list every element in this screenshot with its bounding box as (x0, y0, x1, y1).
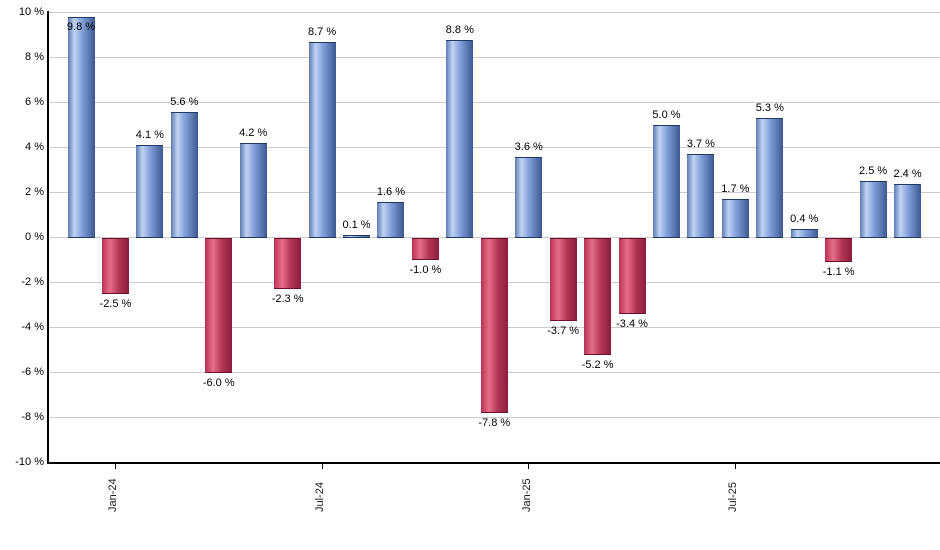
bar-6-positive (239, 143, 267, 238)
bar-value-label: 5.3 % (755, 102, 784, 115)
bar-15-negative (549, 237, 577, 321)
y-axis-label--6pct: -6 % (21, 366, 44, 378)
bar-9-positive (343, 235, 371, 238)
bar-value-label: 3.7 % (686, 138, 715, 151)
x-axis-line (47, 461, 940, 464)
bar-5-negative (205, 237, 233, 373)
bar-10-positive (377, 201, 405, 238)
bar-12-positive (446, 39, 474, 238)
y-axis-label-2pct: 2 % (25, 186, 44, 198)
gridline-8pct (48, 57, 940, 58)
gridline-10pct (48, 12, 940, 13)
bar-13-negative (480, 237, 508, 413)
bar-3-positive (136, 145, 164, 238)
y-axis-label-10pct: 10 % (18, 6, 44, 18)
bar-value-label: 8.7 % (308, 25, 337, 38)
bar-21-positive (756, 118, 784, 238)
gridline-2pct (48, 192, 940, 193)
bar-value-label: 8.8 % (445, 23, 474, 36)
bar-value-label: -3.7 % (547, 324, 580, 337)
y-axis-label-6pct: 6 % (25, 96, 44, 108)
x-axis-tick-label: Jan-24 (107, 477, 120, 512)
y-axis-label-0pct: 0 % (25, 231, 44, 243)
bar-value-label: 5.0 % (652, 109, 681, 121)
bar-18-positive (652, 125, 680, 238)
bar-value-label: -5.2 % (581, 358, 614, 371)
bar-value-label: 2.4 % (893, 167, 922, 180)
x-axis-tick-label: Jul-25 (727, 481, 740, 512)
bar-19-positive (687, 154, 715, 238)
y-axis-label--4pct: -4 % (21, 321, 44, 333)
bar-value-label: -3.4 % (616, 318, 648, 330)
bar-7-negative (274, 237, 302, 290)
bar-value-label: -2.5 % (99, 297, 132, 310)
bar-value-label: -7.8 % (478, 417, 511, 429)
bar-value-label: -6.0 % (202, 376, 235, 389)
gridline-6pct (48, 102, 940, 103)
y-axis-label--8pct: -8 % (21, 411, 44, 423)
x-axis-tick (114, 462, 116, 469)
bar-22-positive (790, 228, 818, 238)
x-axis-tick-label: Jan-25 (520, 477, 533, 512)
bar-value-label: 0.1 % (342, 219, 371, 232)
bar-value-label: 4.1 % (135, 129, 164, 142)
bar-4-positive (170, 111, 198, 238)
x-axis-tick (734, 462, 736, 469)
bar-value-label: -1.1 % (822, 266, 855, 279)
bar-24-positive (859, 181, 887, 238)
y-axis-label-8pct: 8 % (25, 51, 44, 63)
bar-value-label: 0.4 % (790, 212, 819, 225)
y-axis-label--10pct: -10 % (15, 456, 44, 468)
bar-value-label: 5.6 % (170, 95, 199, 108)
bar-value-label: 3.6 % (514, 140, 543, 153)
bar-value-label: 1.7 % (721, 183, 750, 196)
x-axis-tick (321, 462, 323, 469)
y-axis-label--2pct: -2 % (21, 276, 44, 288)
x-axis-tick-label: Jul-24 (314, 481, 327, 512)
bar-value-label: -2.3 % (271, 293, 304, 306)
bar-25-positive (894, 183, 922, 238)
bar-20-positive (721, 199, 749, 238)
bar-value-label: 9.8 % (66, 21, 96, 33)
bar-value-label: -1.0 % (409, 264, 442, 276)
bar-11-negative (411, 237, 439, 260)
y-axis-line (47, 10, 49, 464)
bar-17-negative (618, 237, 646, 314)
bar-8-positive (308, 41, 336, 238)
y-axis-label-4pct: 4 % (25, 141, 44, 153)
gridline-4pct (48, 147, 940, 148)
gridline--8pct (48, 417, 940, 418)
bar-value-label: 4.2 % (239, 127, 268, 139)
bar-1-positive (67, 17, 95, 238)
bar-value-label: 1.6 % (376, 185, 406, 198)
bar-23-negative (825, 237, 853, 263)
bar-14-positive (515, 156, 543, 238)
bar-2-negative (101, 237, 129, 294)
bar-value-label: 2.5 % (859, 165, 888, 178)
bar-16-negative (584, 237, 612, 355)
x-axis-tick (528, 462, 530, 469)
